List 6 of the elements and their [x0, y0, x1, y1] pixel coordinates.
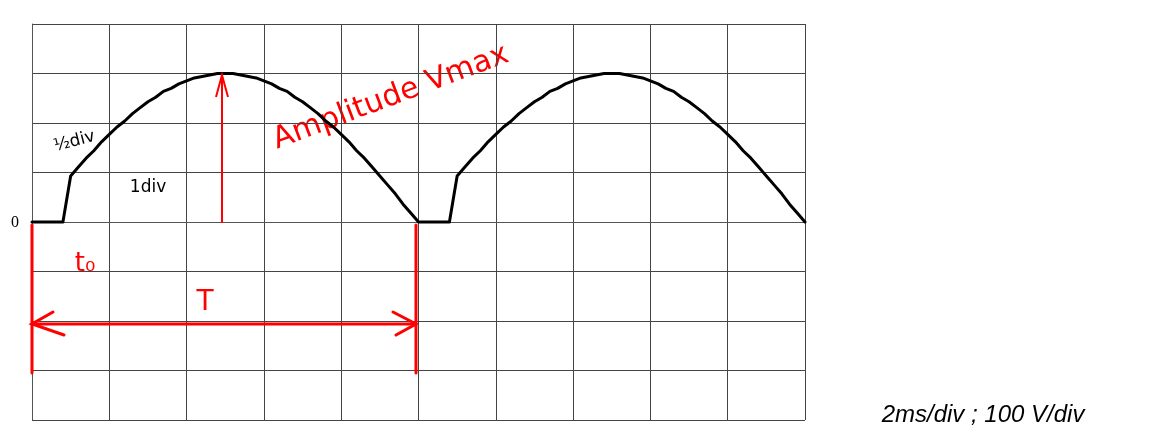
text: 0: [11, 212, 19, 230]
text: T: [195, 283, 215, 317]
text: 2ms/div ; 100 V/div: [880, 399, 1087, 427]
annotation: ½div: [51, 125, 97, 155]
text: t₀: [74, 247, 96, 277]
annotation: 1div: [129, 176, 167, 196]
